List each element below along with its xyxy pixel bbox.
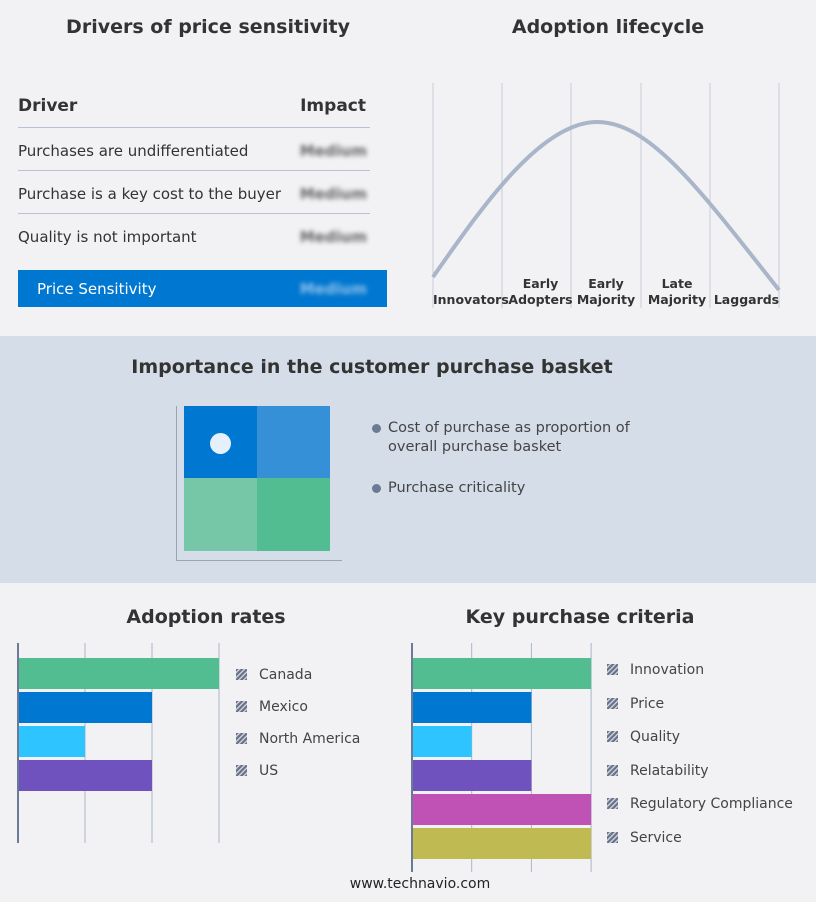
kpc-title: Key purchase criteria (465, 606, 695, 628)
bar-us (18, 760, 152, 791)
basket-section (0, 336, 816, 583)
stage-label: Late Majority (647, 276, 707, 307)
legend-item: US (236, 763, 278, 779)
basket-title: Importance in the customer purchase bask… (131, 356, 613, 378)
legend-item: North America (236, 731, 360, 747)
matrix-quadrant (184, 478, 257, 551)
legend-swatch-icon (607, 731, 618, 743)
bar-north-america (18, 726, 85, 757)
position-marker (210, 433, 231, 454)
legend-label: Mexico (259, 699, 308, 715)
adoption-rates-title: Adoption rates (126, 606, 286, 628)
basket-legend-item: Purchase criticality (372, 479, 525, 498)
driver-row: Quality is not important Medium (18, 214, 370, 257)
bar-mexico (18, 692, 152, 723)
legend-swatch-icon (236, 669, 247, 680)
matrix-quadrant (257, 478, 330, 551)
stage-label: Early Majority (576, 276, 636, 307)
legend-swatch-icon (607, 798, 618, 810)
driver-label: Purchase is a key cost to the buyer (18, 185, 282, 203)
drivers-title: Drivers of price sensitivity (66, 16, 350, 38)
summary-label: Price Sensitivity (37, 280, 157, 298)
driver-label: Purchases are undifferentiated (18, 142, 249, 160)
bar-canada (18, 658, 219, 689)
basket-legend-item: Cost of purchase as proportion of overal… (372, 419, 642, 457)
legend-label: Price (630, 695, 665, 712)
legend-swatch-icon (236, 765, 247, 776)
bar-relatability (412, 760, 532, 791)
legend-item: Regulatory Compliance (607, 796, 793, 812)
driver-row: Purchase is a key cost to the buyer Mediu… (18, 171, 370, 214)
drivers-header: Driver Impact (18, 96, 370, 128)
matrix-axis-y (176, 406, 177, 560)
bar-innovation (412, 658, 592, 689)
price-sensitivity-summary: Price Sensitivity Medium (18, 270, 387, 307)
impact-value: Medium (299, 185, 367, 203)
stage-label: Early Adopters (508, 276, 573, 307)
legend-swatch-icon (607, 832, 618, 843)
legend-label: Regulatory Compliance (630, 796, 793, 813)
impact-value: Medium (299, 228, 367, 246)
driver-row: Purchases are undifferentiated Medium (18, 128, 370, 171)
bar-price (412, 692, 532, 723)
legend-label: Canada (259, 667, 313, 683)
legend-label: Quality (630, 729, 681, 746)
legend-swatch-icon (607, 697, 618, 709)
matrix-axis-x (176, 560, 342, 561)
driver-col-header: Driver (18, 96, 78, 116)
legend-item: Innovation (607, 662, 704, 678)
legend-item: Service (607, 830, 682, 846)
summary-impact: Medium (299, 280, 367, 298)
impact-value: Medium (299, 142, 367, 160)
bar-quality (412, 726, 472, 757)
lifecycle-title: Adoption lifecycle (511, 16, 705, 38)
legend-label: North America (259, 731, 361, 747)
legend-swatch-icon (236, 733, 247, 744)
legend-swatch-icon (607, 664, 618, 675)
legend-label: Innovation (630, 662, 705, 678)
legend-label: Service (630, 830, 682, 846)
legend-item: Mexico (236, 699, 308, 715)
matrix-quadrant (257, 406, 330, 478)
stage-label: Laggards (713, 292, 780, 307)
lifecycle-chart (431, 83, 781, 308)
adoption-curve (431, 119, 781, 292)
legend-item: Canada (236, 667, 312, 683)
legend-item: Quality (607, 729, 680, 745)
bar-regulatory-compliance (412, 794, 592, 825)
stage-label: Innovators (433, 292, 509, 307)
impact-col-header: Impact (300, 96, 366, 116)
legend-swatch-icon (236, 701, 247, 712)
footer-url: www.technavio.com (349, 876, 491, 892)
legend-item: Relatability (607, 763, 709, 779)
legend-swatch-icon (607, 764, 618, 776)
legend-label: Relatability (630, 762, 709, 779)
legend-item: Price (607, 696, 664, 712)
bar-service (412, 828, 592, 859)
driver-label: Quality is not important (18, 228, 197, 246)
legend-label: US (259, 763, 279, 779)
